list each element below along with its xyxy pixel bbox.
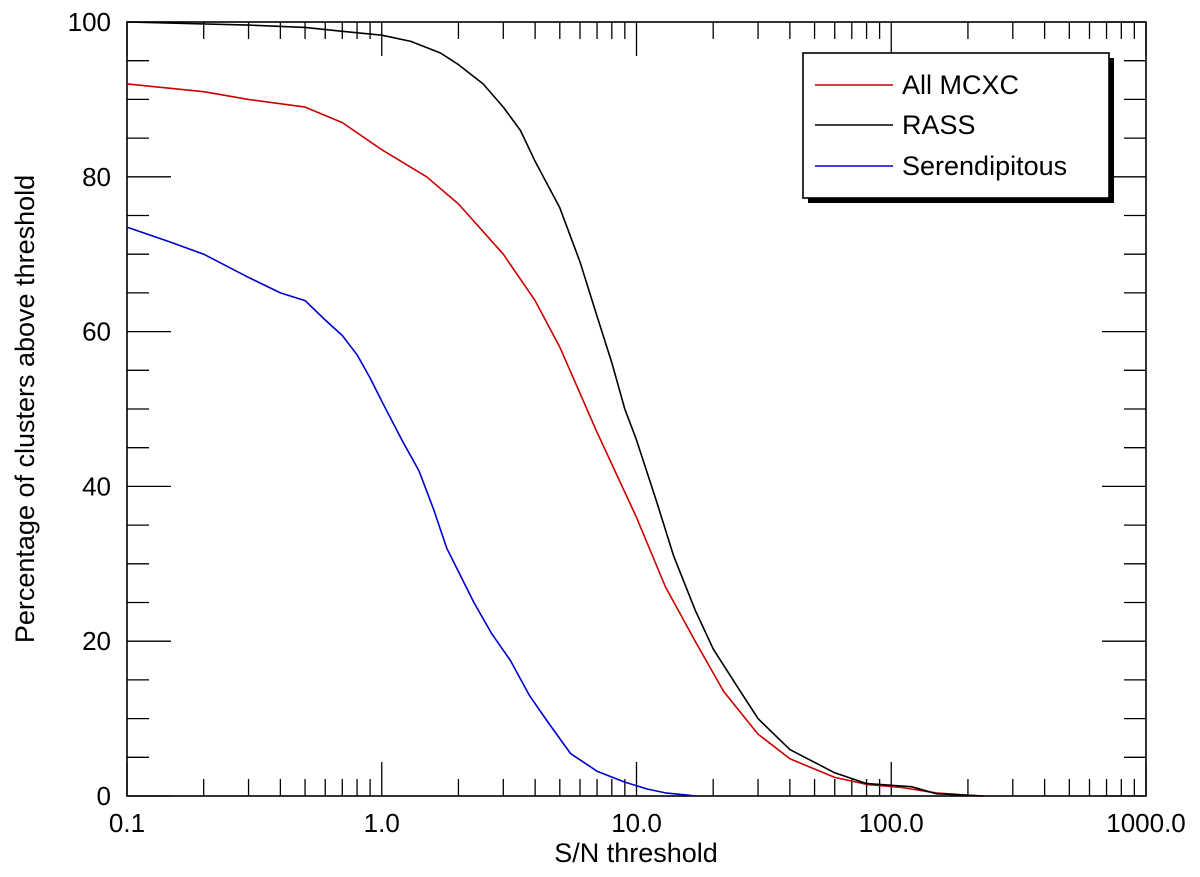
x-tick-label: 100.0 (859, 808, 924, 838)
x-tick-labels: 0.1 1.0 10.0 100.0 1000.0 (109, 808, 1186, 838)
series-line-serendipitous (126, 226, 696, 797)
legend: All MCXC RASS Serendipitous (802, 52, 1114, 203)
y-tick-label: 20 (82, 626, 111, 656)
y-tick-label: 40 (82, 471, 111, 501)
minor-ticks (127, 22, 1146, 796)
series-line-rass (126, 21, 984, 797)
legend-label-serendipitous: Serendipitous (902, 151, 1067, 181)
legend-label-all-mcxc: All MCXC (902, 70, 1019, 100)
series-lines (126, 21, 984, 797)
y-tick-label: 0 (97, 781, 111, 811)
x-tick-label: 1000.0 (1106, 808, 1186, 838)
x-tick-label: 1.0 (364, 808, 400, 838)
x-axis-label: S/N threshold (554, 838, 718, 868)
y-tick-label: 60 (82, 317, 111, 347)
major-ticks (126, 21, 1147, 797)
y-tick-labels: 0 20 40 60 80 100 (68, 7, 111, 811)
legend-label-rass: RASS (902, 110, 976, 140)
x-tick-label: 0.1 (109, 808, 145, 838)
y-tick-label: 80 (82, 162, 111, 192)
y-axis-label: Percentage of clusters above threshold (10, 175, 40, 643)
series-line-all-mcxc (126, 83, 984, 797)
y-tick-label: 100 (68, 7, 111, 37)
x-tick-label: 10.0 (611, 808, 662, 838)
